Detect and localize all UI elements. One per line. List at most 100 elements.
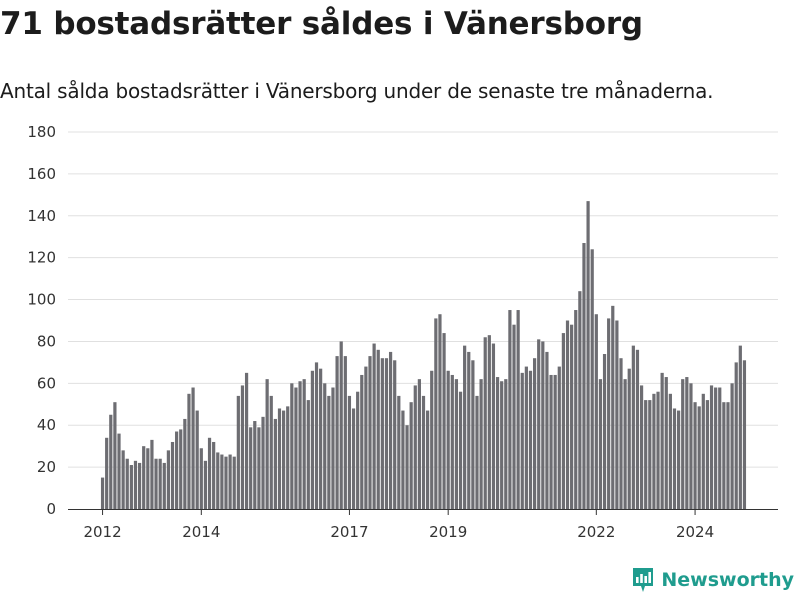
- bar: [718, 387, 722, 509]
- bar: [397, 395, 401, 509]
- bar: [133, 460, 138, 509]
- bar: [261, 416, 265, 509]
- bar: [516, 310, 520, 509]
- bar: [310, 370, 315, 509]
- bar: [347, 395, 352, 509]
- bar: [681, 379, 685, 509]
- bar: [421, 395, 426, 509]
- bar: [565, 320, 570, 509]
- y-tick-label: 60: [37, 374, 56, 392]
- bar: [216, 452, 220, 509]
- x-tick-label: 2014: [182, 523, 220, 541]
- bar: [343, 356, 347, 509]
- bar: [212, 441, 216, 509]
- y-tick-label: 20: [37, 458, 56, 476]
- bar: [109, 414, 113, 509]
- bar: [146, 448, 150, 509]
- bar: [475, 395, 479, 509]
- bar: [220, 454, 224, 509]
- bar: [627, 368, 631, 509]
- bar: [286, 406, 290, 509]
- y-tick-label: 180: [27, 123, 56, 141]
- bar: [405, 425, 409, 509]
- bar: [442, 333, 446, 509]
- bar: [331, 387, 335, 509]
- bar: [495, 377, 500, 509]
- bar: [656, 391, 660, 509]
- bar: [524, 366, 528, 509]
- bar: [236, 395, 240, 509]
- bar: [113, 402, 117, 509]
- y-tick-label: 160: [27, 165, 56, 183]
- bar: [590, 249, 594, 510]
- bar: [240, 385, 245, 509]
- bar: [269, 395, 273, 509]
- newsworthy-chart-icon: [633, 568, 654, 592]
- bar: [685, 377, 689, 509]
- bar: [125, 458, 129, 509]
- bar: [631, 345, 635, 509]
- bar: [401, 410, 405, 509]
- logo-text: Newsworthy: [661, 569, 794, 591]
- y-tick-label: 100: [27, 291, 56, 309]
- x-axis-tick-labels: 2012 2014 2017 2019 2022 2024: [83, 523, 714, 541]
- bar: [623, 379, 627, 509]
- bar: [549, 374, 553, 509]
- x-tick-label: 2017: [330, 523, 368, 541]
- bar: [158, 458, 162, 509]
- bar: [520, 372, 524, 509]
- bar: [693, 402, 697, 509]
- bar: [467, 351, 471, 509]
- bar: [677, 410, 681, 509]
- bar: [170, 441, 175, 509]
- chart-subtitle: Antal sålda bostadsrätter i Vänersborg u…: [0, 79, 714, 103]
- bar: [479, 379, 483, 509]
- bar: [253, 421, 257, 509]
- bar: [652, 393, 656, 509]
- bar: [648, 400, 652, 509]
- bar: [129, 465, 133, 509]
- bar: [598, 379, 603, 509]
- bar: [722, 402, 726, 509]
- bar: [594, 314, 598, 509]
- x-tick-label: 2022: [577, 523, 615, 541]
- bar: [738, 345, 742, 509]
- bar: [179, 429, 183, 509]
- bar: [705, 400, 710, 509]
- bar: [664, 377, 668, 509]
- bar: [265, 379, 269, 509]
- bar: [528, 370, 533, 509]
- bar: [471, 360, 475, 509]
- bar: [183, 418, 187, 509]
- bar: [224, 456, 228, 509]
- bar: [121, 450, 125, 509]
- bar: [360, 374, 364, 509]
- bar: [730, 383, 734, 509]
- bar: [282, 410, 286, 509]
- bar: [306, 400, 310, 509]
- y-axis-tick-labels: 0 20 40 60 80 100 120 140 160 180: [27, 123, 56, 518]
- bar: [602, 354, 607, 509]
- bar: [257, 427, 261, 509]
- bar: [154, 458, 158, 509]
- bar: [615, 320, 619, 509]
- bar: [545, 351, 549, 509]
- chart-title: 71 bostadsrätter såldes i Vänersborg: [0, 6, 643, 42]
- bar: [323, 383, 327, 509]
- x-tick-label: 2012: [83, 523, 121, 541]
- bar: [314, 362, 319, 509]
- bar: [351, 408, 356, 509]
- bar: [380, 358, 384, 509]
- bar: [142, 446, 146, 509]
- bar: [175, 431, 179, 509]
- bar: [150, 439, 154, 509]
- bar: [388, 351, 393, 509]
- bar: [607, 318, 611, 509]
- bar: [553, 374, 557, 509]
- data-labels: 71: [741, 0, 764, 5]
- bar: [578, 291, 582, 509]
- bar: [714, 387, 718, 509]
- bar: [504, 379, 508, 509]
- y-tick-label: 120: [27, 249, 56, 267]
